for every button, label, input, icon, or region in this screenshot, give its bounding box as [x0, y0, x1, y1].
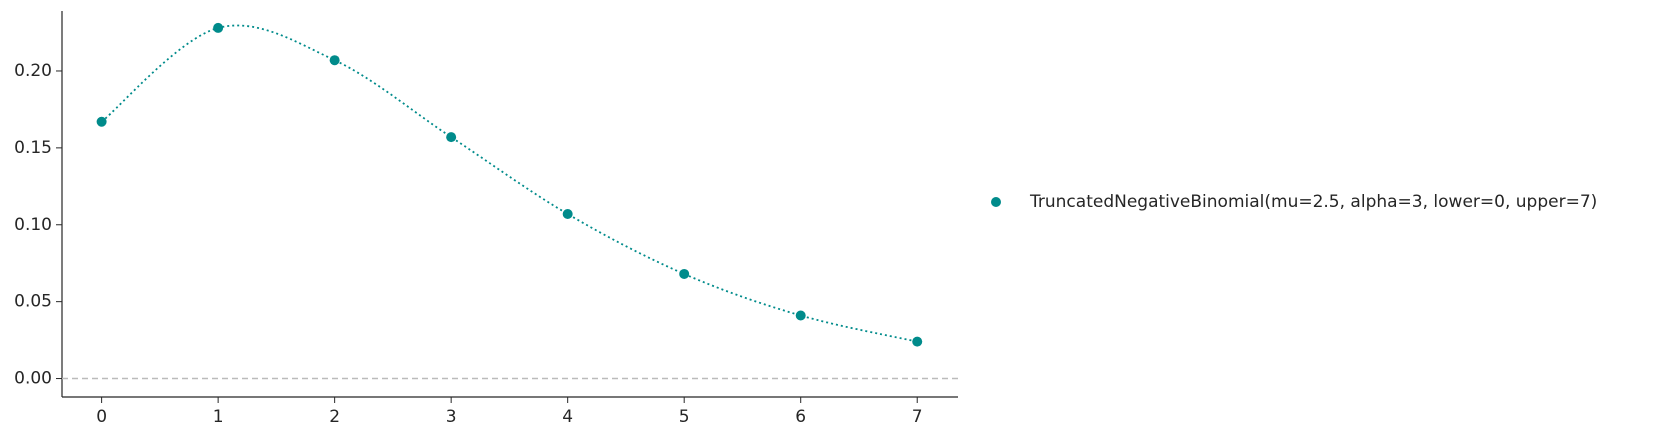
- data-point: [446, 132, 457, 143]
- data-point: [562, 208, 573, 219]
- x-tick-label: 2: [329, 407, 340, 427]
- x-tick-label: 4: [562, 407, 573, 427]
- data-point: [912, 336, 923, 347]
- x-tick-label: 3: [446, 407, 457, 427]
- data-point: [329, 55, 340, 66]
- data-point: [795, 310, 806, 321]
- legend-label: TruncatedNegativeBinomial(mu=2.5, alpha=…: [1029, 192, 1597, 212]
- legend-marker: [991, 197, 1001, 207]
- x-tick-label: 1: [213, 407, 224, 427]
- x-tick-label: 5: [679, 407, 690, 427]
- y-tick-label: 0.20: [14, 61, 52, 81]
- y-tick-label: 0.15: [14, 138, 52, 158]
- x-tick-label: 7: [912, 407, 923, 427]
- y-tick-label: 0.05: [14, 292, 52, 312]
- series-line: [101, 24, 918, 343]
- y-tick-label: 0.00: [14, 369, 52, 389]
- y-tick-label: 0.10: [14, 215, 52, 235]
- x-tick-label: 6: [795, 407, 806, 427]
- data-point: [96, 116, 107, 127]
- data-point: [679, 268, 690, 279]
- x-tick-label: 0: [96, 407, 107, 427]
- data-point: [213, 22, 224, 33]
